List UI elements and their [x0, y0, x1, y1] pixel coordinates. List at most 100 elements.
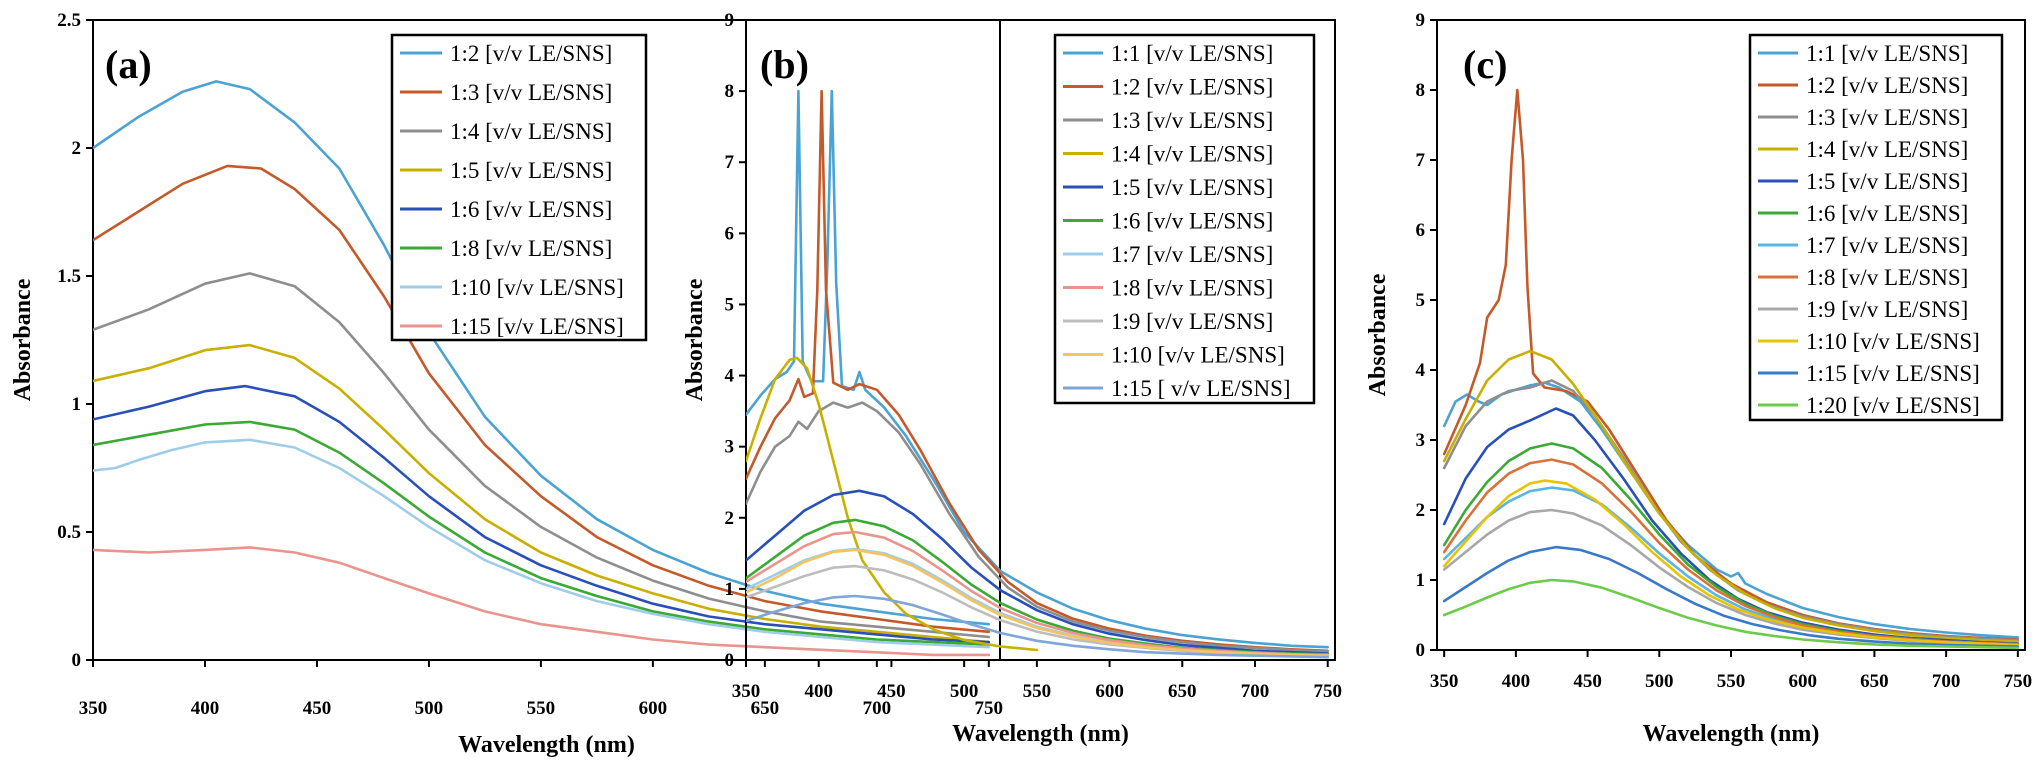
x-tick-label: 350 [1430, 671, 1459, 692]
legend-entry-label: 1:7 [v/v LE/SNS] [1806, 233, 1968, 258]
y-tick-label: 0 [1416, 640, 1426, 661]
series-line-2 [93, 164, 991, 634]
x-tick-label: 500 [415, 698, 444, 719]
legend-entry-label: 1:6 [v/v LE/SNS] [450, 197, 612, 222]
legend-entry-label: 1:2 [v/v LE/SNS] [1806, 73, 1968, 98]
legend-entry-label: 1:7 [v/v LE/SNS] [1111, 242, 1273, 267]
series-line-4 [93, 343, 991, 644]
chart-panel-c: 0 1 2 3 4 5 6 7 8 9 350 400 450 500 550 600 650 700 750 Wav… [1365, 10, 2032, 747]
legend-entry-label: 1:3 [v/v LE/SNS] [1806, 105, 1968, 130]
x-tick-label: 550 [527, 698, 556, 719]
legend-entry-label: 1:2 [v/v LE/SNS] [450, 41, 612, 66]
legend-entry-label: 1:4 [v/v LE/SNS] [450, 119, 612, 144]
x-tick-label: 700 [1932, 671, 1961, 692]
x-tick-label: 550 [1717, 671, 1746, 692]
legend-entry-label: 1:8 [v/v LE/SNS] [1806, 265, 1968, 290]
panel-label: (c) [1463, 42, 1507, 87]
x-tick-label: 700 [863, 698, 892, 719]
y-tick-label: 0 [72, 650, 82, 671]
legend: 1:2 [v/v LE/SNS] 1:3 [v/v LE/SNS] 1:4 [v/v… [390, 33, 648, 342]
y-tick-label: 7 [725, 152, 735, 173]
series-line-1 [93, 80, 991, 626]
y-tick-label: 2 [725, 508, 735, 529]
x-tick-label: 350 [732, 681, 761, 702]
legend-entry-label: 1:5 [v/v LE/SNS] [1111, 175, 1273, 200]
legend-entry-label: 1:3 [v/v LE/SNS] [450, 80, 612, 105]
legend-entry-label: 1:5 [v/v LE/SNS] [450, 158, 612, 183]
series-line-5 [746, 489, 1329, 655]
legend-entry-label: 1:5 [v/v LE/SNS] [1806, 169, 1968, 194]
y-tick-label: 1 [1416, 570, 1426, 591]
y-tick-label: 6 [725, 223, 735, 244]
x-axis-title: Wavelength (nm) [952, 721, 1129, 747]
series-line-8 [93, 546, 991, 657]
y-axis-title: Absorbance [1365, 273, 1391, 396]
legend-entry-label: 1:8 [v/v LE/SNS] [1111, 276, 1273, 301]
legend-entry-label: 1:1 [v/v LE/SNS] [1111, 41, 1273, 66]
series-group [746, 89, 1329, 659]
x-tick-label: 600 [1788, 671, 1817, 692]
y-tick-label: 9 [725, 10, 735, 31]
x-tick-label: 600 [1095, 681, 1124, 702]
y-axis-title: Absorbance [10, 278, 36, 401]
y-tick-label: 1 [725, 579, 735, 600]
legend-entry-label: 1:2 [v/v LE/SNS] [1111, 75, 1273, 100]
legend-entry-label: 1:9 [v/v LE/SNS] [1806, 297, 1968, 322]
x-tick-label: 350 [79, 698, 108, 719]
series-line-10 [746, 548, 1329, 657]
x-tick-label: 550 [1023, 681, 1052, 702]
x-tick-label: 750 [975, 698, 1004, 719]
series-line-6 [93, 420, 991, 646]
legend: 1:1 [v/v LE/SNS] 1:2 [v/v LE/SNS] 1:3 [v/v… [1748, 33, 2004, 422]
y-tick-label: 2 [1416, 500, 1426, 521]
y-tick-label: 5 [1416, 290, 1426, 311]
series-line-4 [746, 356, 1039, 652]
y-tick-label: 7 [1416, 150, 1426, 171]
y-tick-label: 6 [1416, 220, 1426, 241]
legend-entry-label: 1:10 [v/v LE/SNS] [1806, 329, 1980, 354]
series-line-6 [746, 518, 1329, 656]
x-tick-label: 450 [1573, 671, 1602, 692]
series-line-12 [1442, 578, 2020, 650]
y-tick-label: 1.5 [57, 266, 81, 287]
y-tick-label: 1 [72, 394, 82, 415]
legend-entry-label: 1:1 [v/v LE/SNS] [1806, 41, 1968, 66]
x-tick-label: 500 [950, 681, 979, 702]
x-tick-label: 600 [639, 698, 668, 719]
series-line-10 [1442, 479, 2020, 647]
y-tick-label: 2.5 [57, 10, 81, 31]
legend-entry-label: 1:20 [v/v LE/SNS] [1806, 393, 1980, 418]
chart-panel-a: 0 0.5 1 1.5 2 2.5 350 400 450 500 550 600 650 700 750 W… [10, 10, 1003, 758]
x-tick-label: 650 [1168, 681, 1197, 702]
series-line-5 [93, 384, 991, 644]
series-line-4 [1442, 349, 2020, 643]
legend-entry-label: 1:15 [ v/v LE/SNS] [1111, 376, 1291, 401]
x-tick-label: 400 [1502, 671, 1531, 692]
y-tick-label: 3 [725, 437, 735, 458]
x-tick-label: 750 [2004, 671, 2033, 692]
x-tick-label: 700 [1241, 681, 1270, 702]
x-tick-label: 500 [1645, 671, 1674, 692]
y-tick-label: 4 [725, 366, 735, 387]
plot-frame [745, 19, 1336, 661]
x-tick-label: 650 [1860, 671, 1889, 692]
y-tick-label: 3 [1416, 430, 1426, 451]
x-tick-label: 450 [303, 698, 332, 719]
y-tick-label: 8 [725, 81, 735, 102]
y-tick-label: 0 [725, 650, 735, 671]
x-tick-label: 650 [751, 698, 780, 719]
panel-label: (a) [105, 42, 152, 87]
series-group [93, 80, 991, 657]
legend-entry-label: 1:9 [v/v LE/SNS] [1111, 309, 1273, 334]
legend-entry-label: 1:4 [v/v LE/SNS] [1806, 137, 1968, 162]
series-line-7 [93, 438, 991, 649]
y-tick-label: 9 [1416, 10, 1426, 31]
x-tick-label: 400 [191, 698, 220, 719]
y-tick-label: 0.5 [57, 522, 81, 543]
legend-entry-label: 1:6 [v/v LE/SNS] [1806, 201, 1968, 226]
legend-entry-label: 1:8 [v/v LE/SNS] [450, 236, 612, 261]
x-tick-label: 750 [1313, 681, 1342, 702]
x-axis-title: Wavelength (nm) [458, 732, 635, 758]
